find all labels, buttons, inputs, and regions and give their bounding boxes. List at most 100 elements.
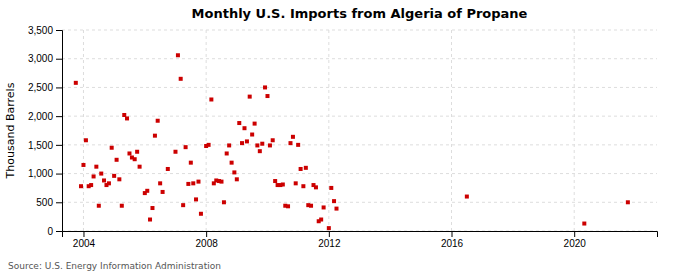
y-grid-line [62, 87, 657, 88]
x-tick: 2012 [318, 231, 341, 249]
x-tick-label: 2004 [73, 238, 96, 249]
point [242, 126, 246, 130]
point [286, 204, 290, 208]
point [133, 157, 137, 161]
point [179, 77, 183, 81]
x-tick-label: 2008 [196, 238, 219, 249]
point [94, 165, 98, 169]
point [145, 189, 149, 193]
x-tick: 2020 [564, 231, 587, 249]
y-tick-mark [56, 116, 62, 117]
point [184, 145, 188, 149]
point [322, 205, 326, 209]
point [84, 138, 88, 142]
point [207, 143, 211, 147]
point [176, 53, 180, 57]
y-tick: 1,000 [28, 168, 62, 179]
point [291, 135, 295, 139]
point [237, 121, 241, 125]
y-tick-label: 3,500 [28, 25, 53, 36]
point [230, 161, 234, 165]
source: Source: U.S. Energy Information Administ… [8, 261, 221, 271]
point [127, 151, 131, 155]
point [222, 200, 226, 204]
point [79, 184, 83, 188]
x-tick-label: 2012 [318, 238, 341, 249]
point [294, 181, 298, 185]
y-tick-label: 1,000 [28, 168, 53, 179]
point [299, 167, 303, 171]
point [225, 151, 229, 155]
point [148, 218, 152, 222]
y-tick: 500 [36, 197, 62, 208]
point [309, 204, 313, 208]
y-axis-line [56, 31, 63, 232]
x-axis-line [63, 232, 658, 238]
point [115, 158, 119, 162]
point [191, 181, 195, 185]
x-tick-mark [574, 231, 575, 237]
grid [62, 30, 657, 231]
x-tick: 2016 [441, 231, 464, 249]
point [125, 116, 129, 120]
point [263, 85, 267, 89]
point [122, 113, 126, 117]
y-grid-line [62, 30, 657, 31]
point [81, 163, 85, 167]
point [209, 97, 213, 101]
x-axis: 2004 2008 2012 2016 2020 [63, 231, 658, 249]
title: Monthly U.S. Imports from Algeria of Pro… [192, 6, 528, 21]
point [465, 195, 469, 199]
point [314, 185, 318, 189]
y-grid-line [62, 173, 657, 174]
point [319, 218, 323, 222]
y-tick-mark [56, 87, 62, 88]
x-tick-mark [83, 231, 84, 237]
y-axis-label: Thousand Barrels [4, 82, 17, 179]
point [99, 172, 103, 176]
y-tick-mark [56, 30, 62, 31]
x-tick: 2008 [196, 231, 219, 249]
x-tick-label: 2016 [441, 238, 464, 249]
point [248, 95, 252, 99]
point [271, 138, 275, 142]
points [74, 53, 630, 230]
point [281, 182, 285, 186]
point [334, 207, 338, 211]
point [153, 134, 157, 138]
y-tick-mark [56, 59, 62, 60]
point [156, 119, 160, 123]
point [260, 142, 264, 146]
point [327, 226, 331, 230]
x-tick-label: 2020 [564, 238, 587, 249]
y-axis: 05001,0001,5002,0002,5003,0003,500 [28, 25, 63, 237]
y-tick-mark [56, 174, 62, 175]
chart: 2004200820122016202005001,0001,5002,0002… [0, 0, 675, 275]
point [235, 177, 239, 181]
point [158, 181, 162, 185]
y-grid-line [62, 58, 657, 59]
point [117, 177, 121, 181]
y-tick-label: 2,000 [28, 111, 53, 122]
y-tick: 2,500 [28, 82, 62, 93]
point [255, 143, 259, 147]
point [112, 174, 116, 178]
point [329, 186, 333, 190]
point [135, 150, 139, 154]
point [107, 181, 111, 185]
point [245, 139, 249, 143]
point [199, 212, 203, 216]
y-tick: 0 [47, 226, 62, 237]
point [196, 180, 200, 184]
x-grid-line [206, 30, 207, 231]
point [626, 200, 630, 204]
point [258, 149, 262, 153]
point [97, 204, 101, 208]
point [253, 122, 257, 126]
y-tick-mark [56, 202, 62, 203]
point [89, 183, 93, 187]
point [189, 161, 193, 165]
x-tick: 2004 [73, 231, 96, 249]
point [265, 94, 269, 98]
x-grid-line [574, 30, 575, 231]
